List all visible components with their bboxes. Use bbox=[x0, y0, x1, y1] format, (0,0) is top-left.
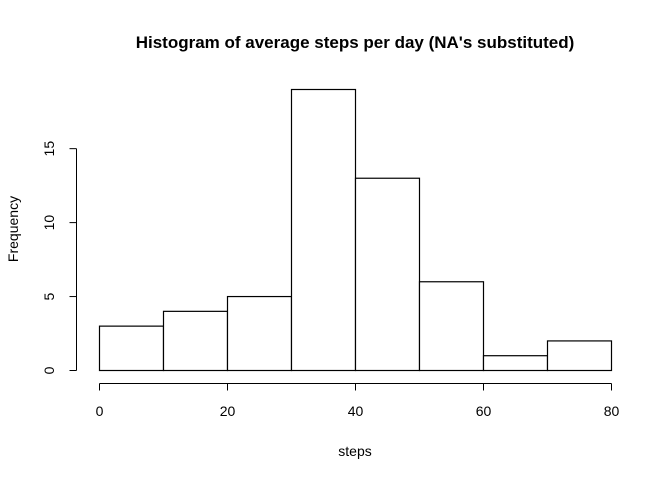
histogram-bar bbox=[162, 310, 229, 372]
y-tick-label: 5 bbox=[41, 292, 57, 300]
x-axis-label: steps bbox=[338, 443, 371, 459]
y-axis-label: Frequency bbox=[5, 196, 21, 262]
y-axis: 0 5 10 15 bbox=[41, 141, 77, 374]
histogram-bar bbox=[482, 355, 549, 372]
y-tick-label: 15 bbox=[41, 141, 57, 157]
histogram-bar bbox=[418, 281, 485, 372]
chart-title: Histogram of average steps per day (NA's… bbox=[136, 33, 575, 52]
x-tick-label: 20 bbox=[220, 403, 236, 419]
x-tick-label: 40 bbox=[348, 403, 364, 419]
histogram-bar bbox=[98, 325, 165, 372]
histogram-bar bbox=[546, 340, 613, 372]
x-tick-label: 60 bbox=[476, 403, 492, 419]
x-tick-label: 80 bbox=[604, 403, 620, 419]
histogram-bar bbox=[226, 295, 293, 372]
x-tick-label: 0 bbox=[96, 403, 104, 419]
histogram-bar bbox=[290, 88, 357, 372]
histogram-bars bbox=[98, 88, 613, 372]
y-tick-label: 0 bbox=[41, 366, 57, 374]
y-tick-label: 10 bbox=[41, 215, 57, 231]
x-axis: 0 20 40 60 80 bbox=[96, 383, 620, 419]
histogram-bar bbox=[354, 177, 421, 372]
